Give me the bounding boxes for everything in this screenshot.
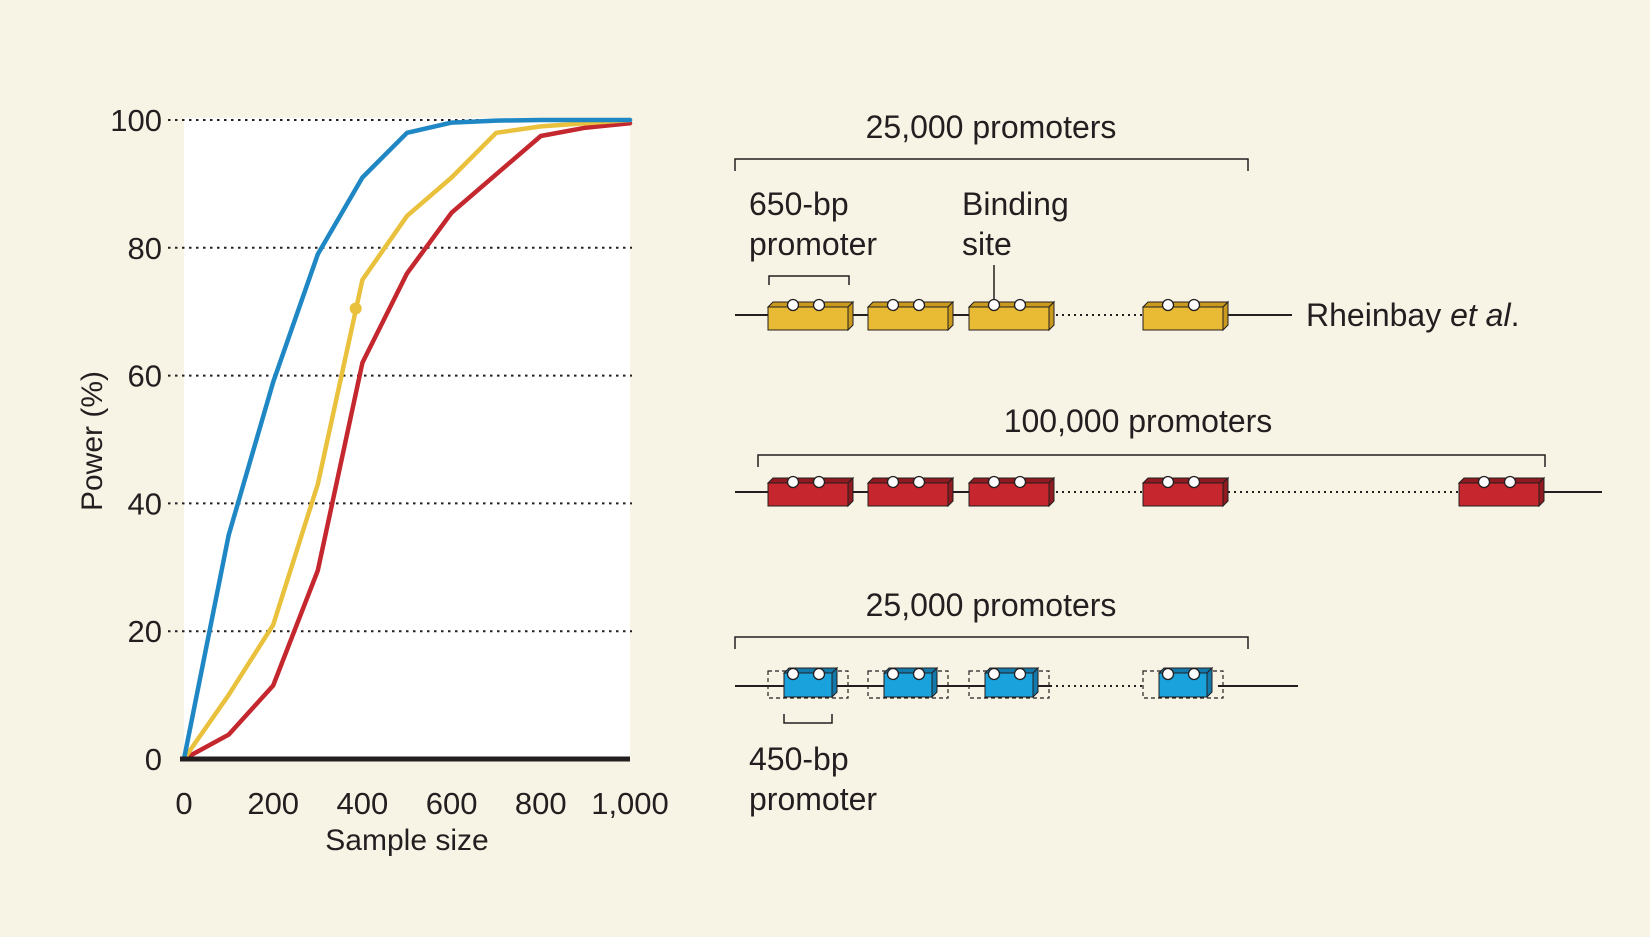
promoter-block: [1157, 666, 1214, 699]
row-yellow-count-label: 25,000 promoters: [866, 109, 1117, 145]
binding-site-icon: [812, 475, 826, 489]
promoter-outline: [968, 670, 1050, 699]
x-tick-label: 1,000: [591, 786, 669, 821]
binding-site-icon: [786, 667, 800, 681]
power-chart: 0 20 40 60 80 100 0 200 400 600 800 1,000 Sample s…: [76, 103, 669, 857]
y-tick-label: 0: [145, 742, 162, 777]
y-tick-label: 100: [110, 103, 162, 138]
series-line: [181, 117, 633, 762]
promoter-block: [866, 300, 955, 332]
row-yellow-track: [735, 298, 1292, 332]
binding-site-icon: [912, 298, 926, 312]
binding-site-icon: [886, 667, 900, 681]
promoter-650-bracket: [768, 275, 850, 285]
promoter-block: [967, 476, 1056, 508]
binding-site-icon: [1013, 298, 1027, 312]
binding-site-icon: [786, 298, 800, 312]
binding-site-icon: [886, 475, 900, 489]
row-yellow: 25,000 promoters 650-bp promoter Binding…: [734, 109, 1519, 333]
row-blue-track: [735, 666, 1298, 699]
promoter-block: [782, 666, 839, 699]
binding-site-icon: [987, 298, 1001, 312]
promoter-block: [1141, 476, 1230, 508]
promoter-block: [766, 300, 855, 332]
row-blue: 25,000 promoters 450-bp promoter: [734, 587, 1298, 817]
x-tick-labels: 0 200 400 600 800 1,000: [175, 786, 668, 821]
binding-site-icon: [1013, 475, 1027, 489]
row-red: 100,000 promoters: [735, 403, 1602, 508]
row-yellow-bracket: [734, 158, 1249, 171]
row-blue-count-label: 25,000 promoters: [866, 587, 1117, 623]
binding-site-icon: [1187, 475, 1201, 489]
promoter-outline: [767, 670, 849, 699]
binding-site-icon: [1187, 298, 1201, 312]
y-tick-labels: 0 20 40 60 80 100: [110, 103, 162, 777]
series-lines: [181, 117, 633, 762]
series-line: [181, 117, 633, 762]
binding-site-icon: [886, 298, 900, 312]
x-tick-label: 800: [515, 786, 567, 821]
row-red-count-label: 100,000 promoters: [1004, 403, 1273, 439]
binding-site-icon: [1503, 475, 1517, 489]
binding-site-icon: [1161, 298, 1175, 312]
promoter-450-label: 450-bp promoter: [749, 741, 877, 817]
y-tick-label: 80: [128, 231, 162, 266]
promoter-650-label: 650-bp promoter: [749, 186, 877, 262]
promoter-block: [1141, 300, 1230, 332]
binding-site-icon: [1477, 475, 1491, 489]
row-red-track: [735, 475, 1602, 508]
binding-site-icon: [987, 667, 1001, 681]
x-tick-label: 400: [337, 786, 389, 821]
x-tick-label: 0: [175, 786, 192, 821]
y-axis-label: Power (%): [76, 371, 109, 511]
promoter-block: [1457, 476, 1546, 508]
promoter-block: [766, 476, 855, 508]
x-axis-label: Sample size: [325, 824, 488, 857]
promoter-outline: [1142, 670, 1224, 699]
binding-site-icon: [1187, 667, 1201, 681]
grid-lines: [168, 119, 632, 633]
promoter-450-bracket: [783, 714, 833, 724]
binding-site-icon: [1161, 475, 1175, 489]
binding-site-icon: [812, 298, 826, 312]
x-tick-label: 600: [426, 786, 478, 821]
binding-site-label: Binding site: [962, 186, 1078, 262]
promoter-block: [967, 300, 1056, 332]
promoter-block: [866, 476, 955, 508]
binding-site-icon: [812, 667, 826, 681]
binding-site-icon: [1013, 667, 1027, 681]
binding-site-icon: [1161, 667, 1175, 681]
row-red-bracket: [757, 454, 1546, 467]
rheinbay-label: Rheinbay et al.: [1306, 297, 1519, 333]
promoter-diagram: 25,000 promoters 650-bp promoter Binding…: [734, 109, 1602, 817]
y-tick-label: 20: [128, 614, 162, 649]
row-blue-bracket: [734, 636, 1249, 649]
series-line: [181, 120, 633, 762]
x-tick-label: 200: [247, 786, 299, 821]
promoter-outline: [867, 670, 949, 699]
binding-site-icon: [912, 667, 926, 681]
y-tick-label: 40: [128, 486, 162, 521]
series-marker: [349, 302, 362, 315]
binding-site-icon: [912, 475, 926, 489]
binding-site-icon: [786, 475, 800, 489]
y-tick-label: 60: [128, 359, 162, 394]
binding-site-icon: [987, 475, 1001, 489]
